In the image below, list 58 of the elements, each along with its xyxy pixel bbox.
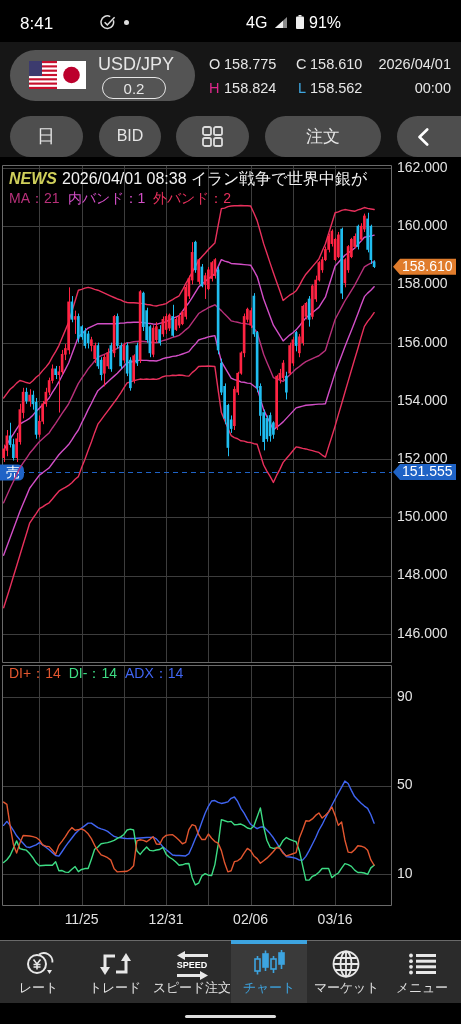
x-tick-label: 11/25 — [64, 911, 99, 928]
text: 91% — [309, 14, 342, 31]
y-tick-label: 160.000 — [397, 217, 448, 234]
y-tick-label: 10 — [397, 864, 413, 881]
text: ADX：14 — [124, 664, 184, 681]
y-tick-label: 156.000 — [397, 333, 448, 350]
y-tick-label: 154.000 — [397, 391, 448, 408]
y-tick-label: 158.000 — [397, 275, 448, 292]
text: 158.610 — [310, 55, 363, 72]
x-tick-label: 03/16 — [317, 911, 353, 928]
text: DI+：14 — [9, 664, 61, 681]
text: MA：21 — [9, 189, 60, 206]
text: 158.610 — [402, 258, 453, 274]
x-tick-label: 02/06 — [233, 911, 269, 928]
x-tick-label: 12/31 — [148, 911, 184, 928]
text: レート — [18, 980, 58, 995]
text: 151.555 — [402, 463, 453, 480]
text: 158.824 — [224, 79, 277, 96]
candlestick — [77, 313, 80, 344]
y-tick-label: 90 — [397, 687, 413, 704]
text: 158.775 — [224, 55, 277, 72]
y-tick-label: 148.000 — [397, 566, 448, 583]
text: USD/JPY — [98, 54, 175, 74]
y-tick-label: 162.000 — [397, 158, 448, 175]
candlestick — [197, 257, 200, 285]
y-tick-label: 50 — [397, 776, 413, 793]
text: H — [209, 79, 220, 96]
text: 8:41 — [20, 13, 54, 33]
y-tick-label: 152.000 — [397, 450, 448, 466]
annotation: NEWS — [9, 170, 58, 188]
text: 日 — [37, 126, 55, 146]
y-tick-label: 150.000 — [397, 508, 448, 525]
y-tick-label: 146.000 — [397, 624, 448, 641]
annotation: 2026/04/01 08:38 イラン戦争で世界中銀が — [62, 170, 369, 188]
candlestick — [158, 324, 161, 347]
text: 注文 — [306, 126, 340, 146]
candlestick — [285, 371, 288, 400]
candlestick — [337, 231, 340, 259]
text: 00:00 — [414, 79, 451, 96]
text: 158.562 — [310, 79, 363, 96]
text: マーケット — [313, 980, 379, 995]
candlestick — [103, 353, 106, 387]
series-label: 外バンド：2 — [153, 189, 232, 206]
text: L — [298, 79, 307, 96]
text: BID — [116, 127, 144, 144]
ref-line-label: 売 — [6, 463, 20, 480]
text: 4G — [246, 14, 268, 31]
text: トレード — [89, 980, 141, 995]
text: O — [209, 55, 221, 72]
text: SPEED — [176, 959, 208, 970]
text: スピード注文 — [153, 980, 231, 995]
text: C — [296, 55, 307, 72]
text: DI-：14 — [68, 664, 118, 681]
text: 内バンド：1 — [67, 189, 146, 206]
text: チャート — [243, 980, 295, 995]
text: メニュー — [396, 980, 448, 995]
text: 2026/04/01 — [378, 55, 451, 72]
text: 0.2 — [123, 79, 145, 97]
